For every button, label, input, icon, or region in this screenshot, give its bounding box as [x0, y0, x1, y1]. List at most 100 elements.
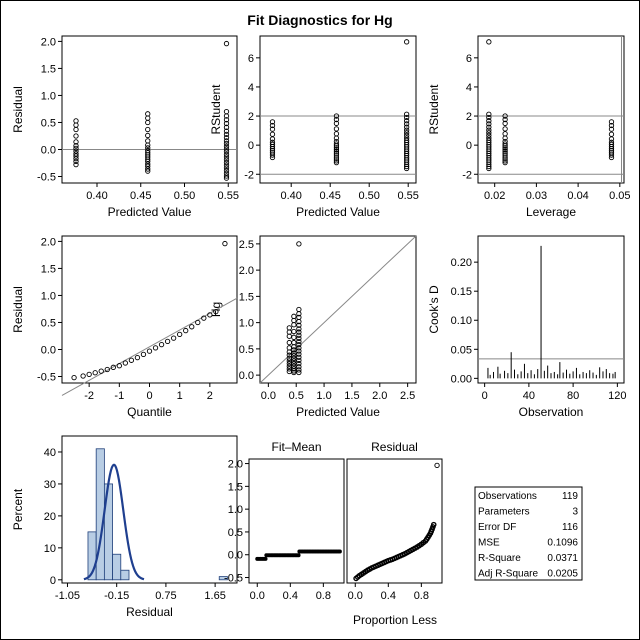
data-point [291, 369, 297, 376]
data-point [486, 130, 492, 136]
y-tick-label: 0.20 [451, 257, 472, 269]
data-point [291, 350, 297, 356]
data-point [269, 136, 276, 142]
data-point [73, 126, 79, 133]
data-point [296, 348, 302, 354]
data-point [296, 367, 302, 373]
data-point [73, 148, 79, 154]
data-point [145, 132, 151, 139]
y-tick-label: 4 [248, 82, 254, 94]
data-point [213, 309, 219, 315]
x-tick-label: 0 [146, 390, 152, 402]
data-point [291, 358, 297, 364]
data-point [145, 166, 151, 172]
plot-frame [259, 235, 417, 384]
x-tick-label: 2 [207, 390, 213, 402]
data-point [223, 134, 230, 141]
y-tick-label: 2 [248, 111, 254, 123]
residual-histogram-plot [58, 435, 238, 587]
data-point [486, 118, 492, 124]
data-point [403, 114, 410, 121]
data-point [296, 338, 302, 345]
data-point [502, 158, 508, 164]
x-tick-label: 120 [608, 390, 626, 402]
observed-vs-predicted-plot [256, 235, 417, 387]
x-axis-label: Observation [519, 405, 584, 419]
y-tick-label: -0.5 [224, 573, 243, 585]
data-point [223, 113, 230, 119]
stats-label: Observations [478, 491, 537, 502]
data-point [403, 163, 410, 170]
figure-title: Fit Diagnostics for Hg [247, 12, 392, 28]
data-point [333, 116, 340, 123]
data-point [291, 317, 297, 324]
data-point [223, 149, 230, 155]
y-tick-label: 40 [44, 447, 56, 459]
data-point [403, 132, 410, 139]
x-tick-label: 80 [567, 390, 579, 402]
data-point [403, 121, 410, 127]
data-point [434, 462, 440, 469]
x-axis-label: Predicted Value [296, 205, 380, 219]
x-tick-label: 0.55 [397, 190, 418, 202]
y-axis-label: Percent [11, 488, 25, 530]
x-tick-label: -1.05 [55, 590, 80, 602]
data-point [296, 351, 302, 357]
y-tick-label: -0.5 [37, 172, 56, 184]
data-point [333, 135, 340, 141]
plot-frame [259, 35, 417, 184]
data-point [333, 154, 340, 160]
data-point [223, 151, 230, 158]
data-point [291, 322, 297, 328]
data-point [201, 315, 207, 321]
data-point [430, 521, 437, 528]
residual-vs-predicted-plot [58, 35, 238, 187]
data-point [183, 327, 189, 334]
data-point [296, 345, 302, 351]
data-point [73, 143, 79, 149]
y-tick-label: 6 [248, 53, 254, 65]
data-point [502, 154, 508, 160]
histogram-bar [112, 553, 122, 581]
data-point [269, 119, 276, 125]
data-point [608, 126, 615, 132]
plot-frame [477, 35, 625, 184]
data-point [296, 369, 302, 376]
rstudent-vs-predicted-plot [256, 35, 417, 187]
data-point [145, 115, 151, 121]
data-point [296, 241, 302, 247]
data-point [608, 119, 615, 125]
fit-statistics-table [474, 486, 583, 581]
data-point [608, 131, 615, 137]
data-point [333, 141, 340, 147]
data-point [291, 366, 297, 372]
data-point [486, 114, 492, 121]
data-point [296, 311, 302, 317]
x-tick-label: 40 [523, 390, 535, 402]
data-point [286, 345, 292, 351]
panel-title: Fit–Mean [271, 440, 321, 454]
data-point [608, 122, 615, 129]
y-tick-label: 1.0 [239, 318, 254, 330]
data-point [502, 150, 508, 156]
reference-line [259, 235, 417, 384]
x-tick-label: 0.4 [381, 590, 396, 602]
x-tick-label: 0.0 [261, 390, 276, 402]
data-point [502, 141, 508, 147]
x-axis-label: Residual [126, 605, 173, 619]
x-tick-label: 0 [482, 390, 488, 402]
x-tick-label: 2.5 [400, 390, 415, 402]
data-point [286, 329, 292, 335]
y-tick-label: 0.15 [451, 286, 472, 298]
y-tick-label: -2 [244, 169, 254, 181]
x-tick-label: 0.50 [358, 190, 379, 202]
data-point [333, 131, 340, 137]
x-tick-label: 1.65 [204, 590, 225, 602]
data-point [164, 338, 171, 345]
plot-frame [248, 458, 345, 584]
data-point [296, 354, 302, 360]
y-tick-label: 0.5 [41, 317, 56, 329]
stats-value: 0.0205 [547, 569, 578, 580]
data-point [286, 325, 292, 331]
data-point [403, 124, 410, 130]
